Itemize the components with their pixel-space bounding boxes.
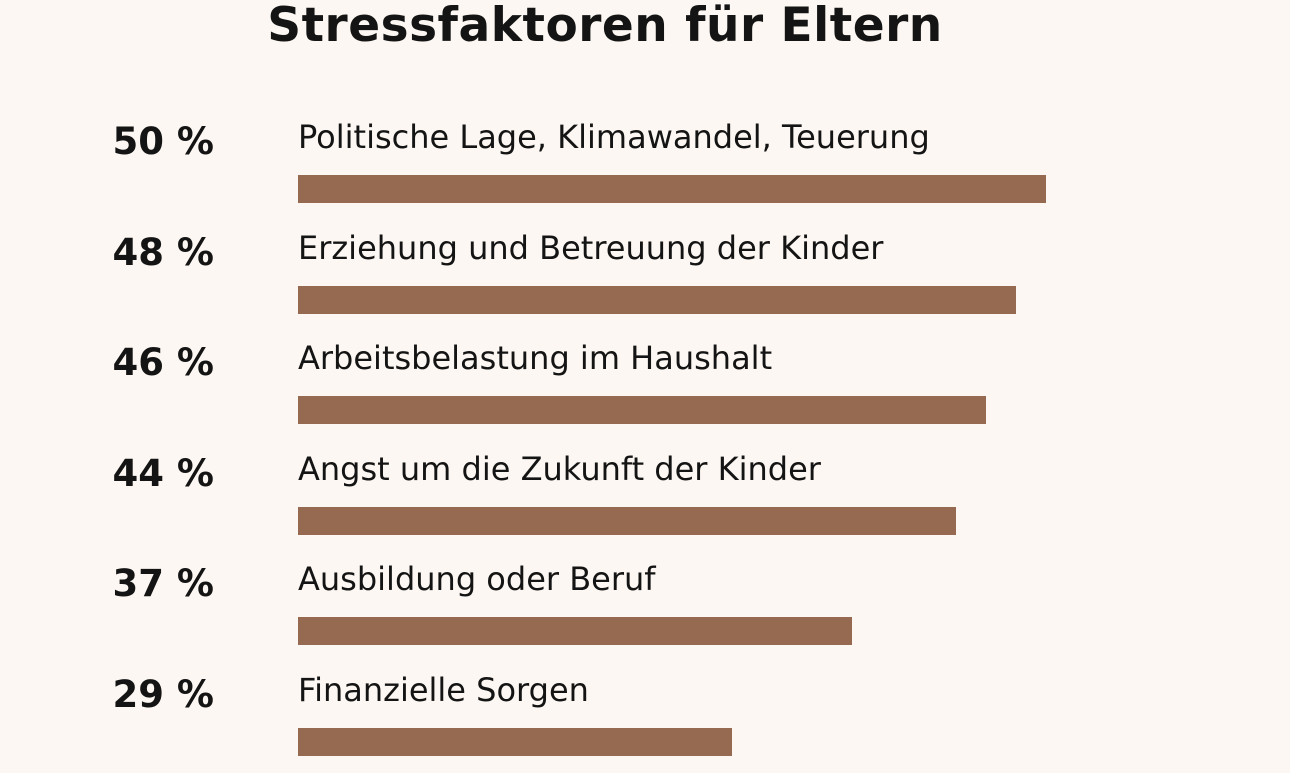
chart-row: 46 % Arbeitsbelastung im Haushalt	[0, 331, 1290, 441]
category-label: Ausbildung oder Beruf	[298, 560, 656, 598]
category-label: Finanzielle Sorgen	[298, 670, 589, 709]
category-label: Arbeitsbelastung im Haushalt	[298, 339, 773, 377]
value-label: 44 %	[112, 451, 214, 495]
category-label: Angst um die Zukunft der Kinder	[298, 449, 821, 488]
value-label: 46 %	[112, 341, 214, 384]
bar	[298, 727, 732, 756]
value-label: 50 %	[112, 120, 214, 163]
category-label: Erziehung und Betreuung der Kinder	[298, 228, 884, 267]
value-label: 29 %	[112, 672, 214, 716]
category-label: Politische Lage, Klimawandel, Teuerung	[298, 118, 930, 156]
bar	[298, 396, 986, 424]
bar	[298, 175, 1046, 203]
chart-title: Stressfaktoren für Eltern	[267, 0, 943, 53]
bar	[298, 506, 956, 535]
bar	[298, 285, 1016, 314]
chart-row: 37 % Ausbildung oder Beruf	[0, 552, 1290, 662]
bar	[298, 617, 852, 645]
chart-row: 48 % Erziehung und Betreuung der Kinder	[0, 221, 1290, 331]
chart-row: 44 % Angst um die Zukunft der Kinder	[0, 442, 1290, 552]
chart-row: 29 % Finanzielle Sorgen	[0, 663, 1290, 773]
value-label: 48 %	[112, 230, 214, 274]
value-label: 37 %	[112, 562, 214, 605]
bar-chart: Stressfaktoren für Eltern 50 % Politische…	[0, 0, 1290, 756]
chart-row: 50 % Politische Lage, Klimawandel, Teueru…	[0, 110, 1290, 220]
